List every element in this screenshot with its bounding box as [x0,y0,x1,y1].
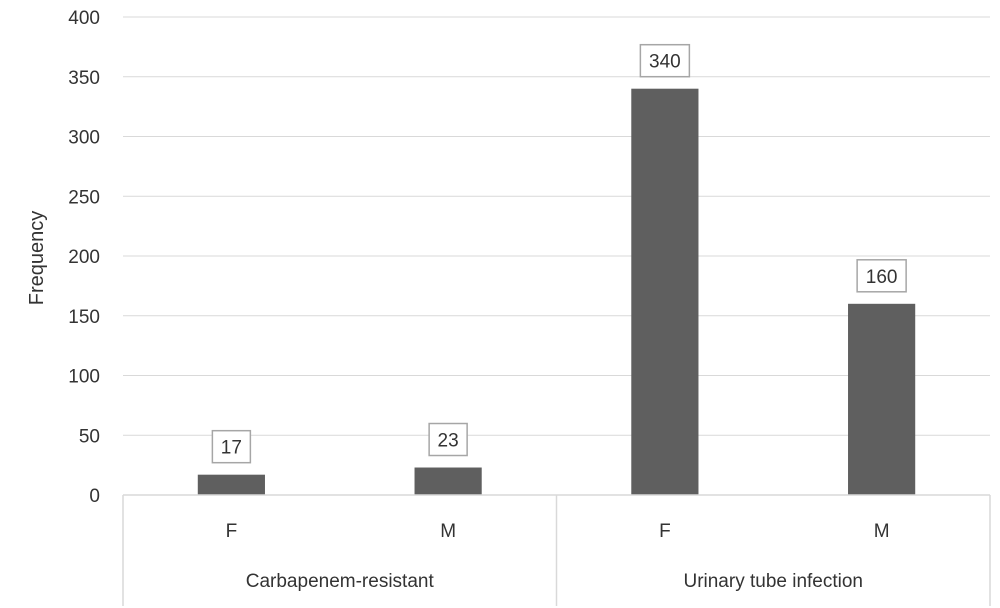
bar [414,467,482,495]
bar [848,303,916,495]
x-axis: F M F M Carbapenem-resistant Urinary tube inf… [122,494,991,606]
x-group-label: Urinary tube infection [683,571,863,592]
bars [197,88,916,495]
data-label: 23 [438,431,459,452]
x-category-label: M [440,521,456,542]
y-axis-ticks: 0 50 100 150 200 250 300 350 400 [68,8,100,507]
bar [197,474,265,495]
x-category-label: M [874,521,890,542]
data-label-box [856,259,907,293]
data-labels: 17 23 340 160 [211,43,907,464]
y-tick-label: 250 [68,187,100,208]
y-tick-label: 0 [89,486,100,507]
y-tick-label: 50 [79,426,100,447]
x-group-label: Carbapenem-resistant [246,571,435,592]
data-label-box [639,43,691,78]
x-category-label: F [659,521,671,542]
bar [631,88,699,495]
y-tick-label: 300 [68,128,100,149]
y-tick-label: 200 [68,247,100,268]
x-category-label: F [226,521,238,542]
gridlines [123,16,990,496]
data-label-box [211,429,252,464]
data-label: 340 [649,52,681,73]
y-tick-label: 400 [68,8,100,29]
y-tick-label: 350 [68,68,100,89]
y-tick-label: 100 [68,367,100,388]
y-axis-title: Frequency [26,211,48,306]
data-label: 160 [866,267,898,288]
data-label-box [428,422,468,457]
y-tick-label: 150 [68,307,100,328]
data-label: 17 [221,438,242,459]
